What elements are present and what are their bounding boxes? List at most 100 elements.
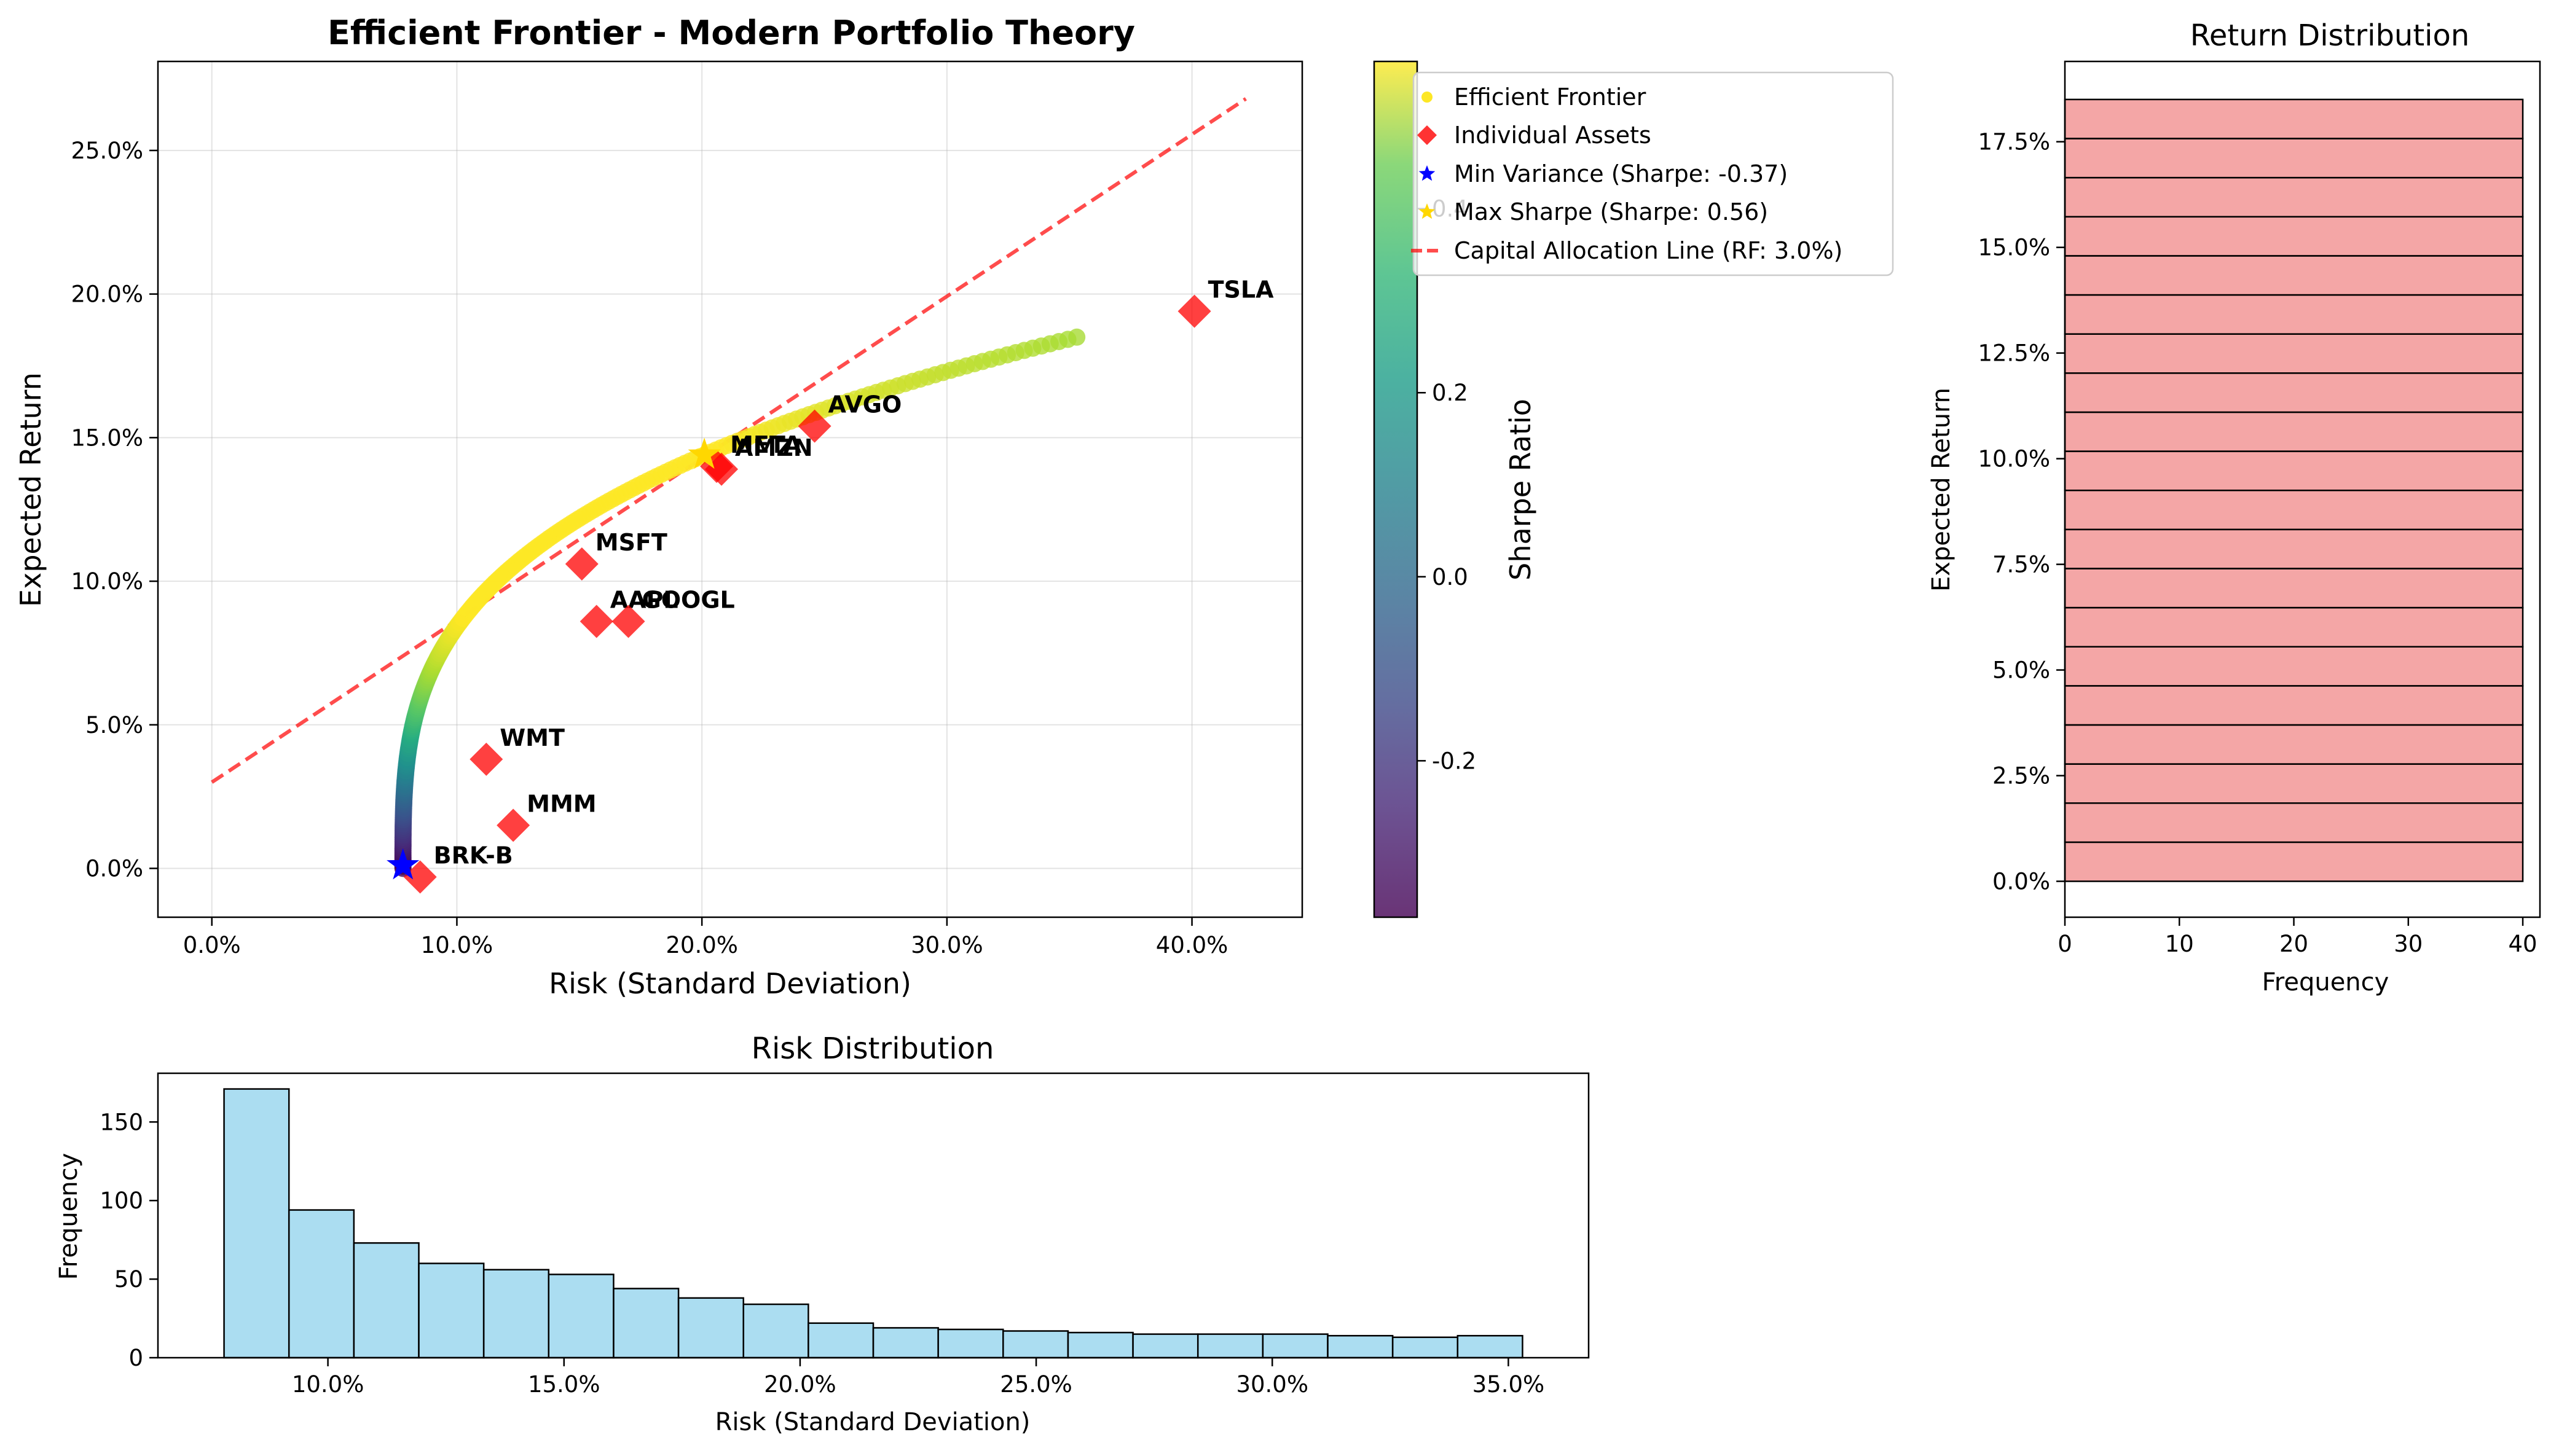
legend-frontier-marker — [1421, 92, 1433, 103]
main-x-tick-label: 30.0% — [911, 932, 983, 958]
return-dist-bar — [2064, 802, 2524, 843]
return-dist-y-tick-label: 7.5% — [1992, 552, 2050, 578]
return-dist-y-tick-label: 5.0% — [1992, 657, 2050, 684]
colorbar-ticks: -0.20.00.20.4 — [1417, 196, 1476, 774]
legend-box — [1412, 71, 1894, 276]
return-dist-y-tick-label: 17.5% — [1978, 129, 2050, 155]
return-dist-bar — [2064, 724, 2524, 765]
special-portfolios — [387, 437, 721, 880]
risk-dist-bar — [1391, 1336, 1459, 1359]
return-dist-bar — [2064, 685, 2524, 726]
legend-entry-cal: Capital Allocation Line (RF: 3.0%) — [1411, 237, 1842, 264]
legend-max-sharpe-marker — [1418, 203, 1436, 219]
asset-label-avgo: AVGO — [828, 391, 902, 418]
asset-label-wmt: WMT — [500, 724, 565, 751]
legend-assets-text: Individual Assets — [1454, 122, 1651, 149]
efficient-frontier-curve — [394, 328, 1086, 877]
return-dist-frame — [2064, 60, 2541, 918]
risk-distribution-panel: Risk Distribution 10.0% 15.0% 20.0% 25.0% 30… — [55, 1031, 1590, 1436]
risk-dist-x-ticks: 10.0% 15.0% 20.0% 25.0% 30.0% 35.0% — [292, 1358, 1544, 1398]
return-dist-bar — [2064, 606, 2524, 648]
risk-dist-bar — [1132, 1333, 1199, 1359]
asset-marker-amzn — [705, 452, 739, 486]
main-y-label: Expected Return — [14, 372, 47, 607]
risk-dist-bar — [1262, 1333, 1329, 1359]
return-dist-x-tick-label: 0 — [2058, 931, 2072, 957]
sharpe-colorbar: -0.20.00.20.4 Sharpe Ratio — [1373, 60, 1537, 918]
main-x-tick-label: 0.0% — [183, 932, 241, 958]
main-axes-frame — [157, 60, 1303, 918]
risk-dist-y-label: Frequency — [55, 1153, 83, 1280]
asset-label-mmm: MMM — [527, 790, 596, 817]
return-dist-x-ticks: 0 10 20 30 40 — [2058, 917, 2537, 957]
main-x-tick-label: 20.0% — [666, 932, 738, 958]
return-dist-bar — [2064, 528, 2524, 569]
asset-label-msft: MSFT — [596, 529, 667, 556]
asset-marker-wmt — [470, 742, 503, 776]
return-dist-bars — [2064, 98, 2524, 882]
risk-dist-x-tick-label: 10.0% — [292, 1371, 364, 1398]
risk-dist-bar — [677, 1297, 744, 1359]
return-dist-y-ticks: 0.0% 2.5% 5.0% 7.5% 10.0% 12.5% 15.0% 17.5% — [1978, 129, 2065, 895]
return-dist-y-label: Expected Return — [1927, 388, 1956, 592]
risk-dist-x-tick-label: 15.0% — [528, 1371, 600, 1398]
colorbar-frame — [1373, 60, 1418, 918]
main-legend: Efficient Frontier Individual Assets Min… — [1411, 71, 1894, 276]
main-x-label: Risk (Standard Deviation) — [549, 967, 911, 1000]
return-dist-bar — [2064, 294, 2524, 335]
return-dist-bar — [2064, 176, 2524, 218]
legend-max-sharpe-text: Max Sharpe (Sharpe: 0.56) — [1454, 198, 1768, 225]
risk-dist-y-tick-label: 50 — [114, 1266, 143, 1293]
min-variance-star — [387, 848, 420, 880]
return-dist-bar — [2064, 646, 2524, 687]
asset-marker-tsla — [1177, 294, 1211, 328]
return-dist-bar — [2064, 411, 2524, 452]
colorbar-label: Sharpe Ratio — [1504, 399, 1537, 581]
risk-dist-bar — [482, 1269, 550, 1359]
asset-label-brk-b: BRK-B — [434, 842, 513, 869]
risk-dist-frame — [157, 1072, 1590, 1359]
risk-dist-y-ticks: 0 50 100 150 — [100, 1109, 158, 1371]
asset-marker-aapl — [580, 605, 613, 638]
return-dist-bar — [2064, 98, 2524, 139]
risk-dist-title: Risk Distribution — [752, 1031, 994, 1066]
risk-dist-bars — [223, 1088, 1523, 1359]
risk-dist-y-tick-label: 0 — [128, 1345, 143, 1371]
risk-dist-bar — [742, 1303, 809, 1359]
main-grid — [158, 61, 1302, 917]
legend-assets-marker — [1417, 125, 1437, 145]
legend-min-variance-marker — [1418, 165, 1436, 181]
return-dist-title: Return Distribution — [2190, 18, 2470, 53]
risk-dist-bar — [1456, 1334, 1523, 1359]
legend-entry-frontier: Efficient Frontier — [1421, 84, 1646, 111]
frontier-point — [1068, 328, 1086, 346]
return-dist-bar — [2064, 255, 2524, 296]
return-dist-x-tick-label: 10 — [2165, 931, 2194, 957]
return-dist-x-tick-label: 40 — [2509, 931, 2537, 957]
risk-dist-bar — [808, 1322, 875, 1359]
risk-dist-x-tick-label: 35.0% — [1472, 1371, 1545, 1398]
risk-dist-x-label: Risk (Standard Deviation) — [715, 1408, 1031, 1436]
return-dist-x-tick-label: 20 — [2279, 931, 2308, 957]
return-dist-y-tick-label: 15.0% — [1978, 235, 2050, 261]
legend-cal-text: Capital Allocation Line (RF: 3.0%) — [1454, 237, 1842, 264]
risk-dist-bar — [1002, 1330, 1069, 1359]
return-dist-y-tick-label: 10.0% — [1978, 446, 2050, 472]
colorbar-tick-label: -0.2 — [1432, 748, 1476, 774]
return-dist-y-tick-label: 0.0% — [1992, 869, 2050, 895]
main-x-ticks: 0.0% 10.0% 20.0% 30.0% 40.0% — [183, 917, 1228, 958]
return-dist-bar — [2064, 138, 2524, 179]
risk-dist-bar — [937, 1328, 1004, 1359]
main-y-tick-label: 10.0% — [71, 568, 143, 595]
return-distribution-panel: Return Distribution 0 10 20 30 40 0.0% 2.5% 5.… — [1927, 18, 2541, 996]
return-dist-y-tick-label: 2.5% — [1992, 763, 2050, 789]
return-dist-bar — [2064, 841, 2524, 882]
max-sharpe-star — [688, 437, 721, 469]
colorbar-tick-label: 0.0 — [1432, 564, 1468, 590]
risk-dist-bar — [353, 1242, 420, 1359]
asset-label-amzn: AMZN — [735, 434, 813, 461]
main-x-tick-label: 40.0% — [1156, 932, 1228, 958]
colorbar-tick-label: 0.2 — [1432, 380, 1468, 406]
risk-dist-bar — [418, 1262, 485, 1359]
